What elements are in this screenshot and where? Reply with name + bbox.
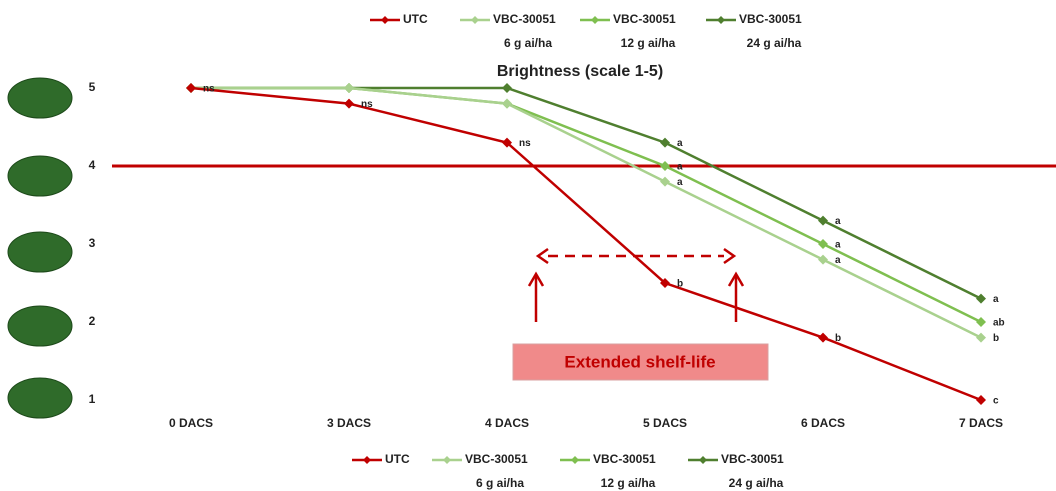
data-label: a <box>677 177 683 188</box>
legend-marker <box>591 16 599 24</box>
legend-marker <box>381 16 389 24</box>
data-label: a <box>835 216 841 227</box>
point-marker <box>344 98 354 109</box>
y-tick-label: 2 <box>89 314 96 328</box>
legend-label: VBC-30051 <box>721 452 784 466</box>
annotation-box <box>512 343 769 381</box>
arrow-head <box>727 271 745 287</box>
y-tick-label: 4 <box>89 158 96 172</box>
x-tick-label: 0 DACS <box>169 416 213 430</box>
arrow-head <box>527 271 545 287</box>
legend-label: VBC-30051 <box>593 452 656 466</box>
legend-dose: 12 g ai/ha <box>621 36 676 50</box>
y-tick-label: 5 <box>89 80 96 94</box>
legend-dose: 24 g ai/ha <box>747 36 802 50</box>
point-marker <box>660 137 670 148</box>
point-marker <box>660 278 670 288</box>
point-marker <box>502 83 512 93</box>
point-marker <box>186 83 196 93</box>
legend-dose: 24 g ai/ha <box>729 476 784 490</box>
data-label: b <box>835 333 841 344</box>
annotation: Extended shelf-life <box>564 352 715 371</box>
point-marker <box>976 317 986 327</box>
data-label: c <box>993 396 999 407</box>
series-line <box>190 86 982 402</box>
data-label: b <box>677 279 683 290</box>
data-label: ns <box>203 84 215 95</box>
x-tick-label: 3 DACS <box>327 416 371 430</box>
series-line <box>191 86 982 339</box>
x-tick-label: 7 DACS <box>959 416 1003 430</box>
data-label: a <box>993 294 999 305</box>
legend-label: VBC-30051 <box>493 12 556 26</box>
legend-label: UTC <box>403 12 428 26</box>
legend-marker <box>571 456 579 464</box>
point-marker <box>818 215 828 226</box>
data-label: ns <box>361 99 373 110</box>
arrow-head <box>535 247 737 265</box>
leaf-icon <box>7 231 73 273</box>
legend-dose: 6 g ai/ha <box>476 476 524 490</box>
point-marker <box>502 137 512 148</box>
x-tick-label: 5 DACS <box>643 416 687 430</box>
leaf-icon <box>7 77 73 119</box>
point-marker <box>976 332 986 343</box>
legend-label: VBC-30051 <box>739 12 802 26</box>
leaf-icon <box>7 377 73 419</box>
legend-marker <box>699 456 707 464</box>
leaves <box>7 77 73 419</box>
point-marker <box>818 332 828 343</box>
legend-marker <box>443 456 451 464</box>
data-label: a <box>677 138 683 149</box>
data-label: a <box>677 162 683 173</box>
data-label: a <box>835 255 841 266</box>
point-marker <box>660 176 670 187</box>
legend-dose: 12 g ai/ha <box>601 476 656 490</box>
data-label: ab <box>993 318 1005 329</box>
data-label: a <box>835 240 841 251</box>
point-marker <box>502 98 512 109</box>
y-tick-label: 1 <box>89 392 96 406</box>
legend-marker <box>717 16 725 24</box>
point-marker <box>660 161 670 171</box>
legend-marker <box>471 16 479 24</box>
legend-dose: 6 g ai/ha <box>504 36 552 50</box>
point-marker <box>976 293 986 304</box>
y-tick-label: 3 <box>89 236 96 250</box>
point-marker <box>976 395 986 405</box>
point-marker <box>818 239 828 249</box>
legend-marker <box>363 456 371 464</box>
data-label: ns <box>519 138 531 149</box>
legend-label: UTC <box>385 452 410 466</box>
data-label: b <box>993 333 999 344</box>
legend-label: VBC-30051 <box>613 12 676 26</box>
point-marker <box>818 254 828 265</box>
point-marker <box>344 83 354 93</box>
leaf-icon <box>7 305 73 347</box>
x-tick-label: 6 DACS <box>801 416 845 430</box>
leaf-icon <box>7 155 73 197</box>
legend-label: VBC-30051 <box>465 452 528 466</box>
x-tick-label: 4 DACS <box>485 416 529 430</box>
chart-title: Brightness (scale 1-5) <box>497 63 663 80</box>
